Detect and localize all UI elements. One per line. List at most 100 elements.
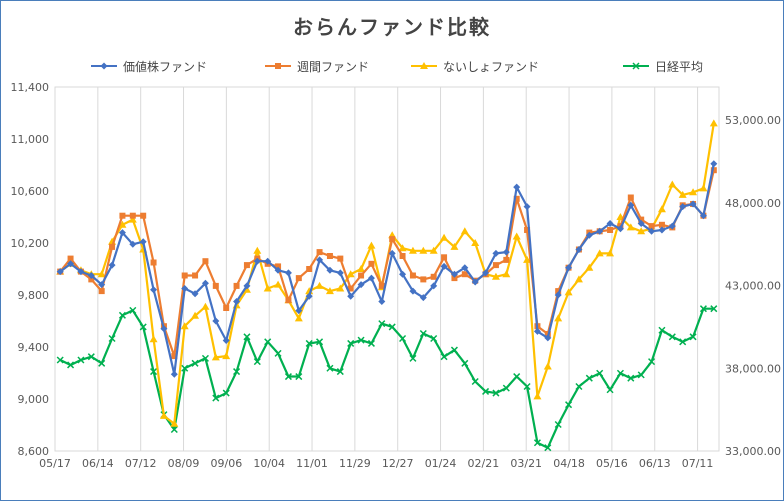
data-point [409, 354, 417, 362]
y-left-tick-label: 10,600 [11, 185, 50, 198]
data-point [388, 249, 396, 257]
data-point [658, 221, 665, 228]
data-point [513, 183, 521, 191]
data-point [67, 361, 75, 369]
data-point [689, 200, 697, 208]
data-point [430, 282, 438, 290]
data-point [306, 266, 313, 272]
data-point [264, 338, 272, 346]
y-left-tick-label: 9,800 [18, 289, 50, 302]
data-point [399, 253, 406, 259]
data-point [316, 256, 324, 264]
data-point [88, 276, 95, 283]
data-point [565, 264, 573, 272]
data-point [128, 215, 137, 223]
data-point [513, 373, 521, 381]
data-point [430, 273, 437, 280]
data-point [679, 203, 687, 211]
data-point [627, 194, 634, 201]
data-point [554, 314, 563, 322]
data-point [451, 275, 458, 282]
data-point [129, 240, 137, 248]
data-point [420, 276, 427, 283]
data-point [585, 374, 593, 382]
y-right-tick-label: 43,000.00 [725, 280, 781, 293]
data-point [67, 260, 75, 268]
data-point [253, 358, 261, 366]
data-point [118, 311, 126, 319]
data-point [710, 160, 718, 168]
data-point [408, 246, 417, 254]
data-point [222, 389, 230, 397]
data-point [554, 291, 562, 299]
data-point [502, 248, 510, 256]
data-point [181, 285, 189, 292]
data-point [191, 290, 199, 298]
x-tick-label: 07/12 [125, 457, 157, 470]
data-point [368, 260, 375, 267]
data-point [150, 368, 158, 376]
data-point [326, 266, 334, 274]
data-point [212, 317, 220, 325]
data-point [275, 263, 282, 270]
data-point [440, 353, 448, 361]
data-point [109, 243, 116, 250]
data-point [77, 356, 85, 364]
data-point [201, 354, 209, 362]
legend-label: 価値株ファンド [123, 59, 208, 74]
legend-item: 日経平均 [621, 56, 703, 76]
data-point [263, 284, 272, 292]
data-point [243, 262, 250, 269]
data-point [326, 253, 333, 259]
data-point [222, 337, 230, 344]
data-point [689, 333, 697, 341]
data-point [284, 373, 292, 381]
data-point [316, 249, 323, 256]
legend-label: 日経平均 [655, 59, 704, 74]
data-point [595, 249, 604, 257]
data-point [202, 258, 209, 265]
x-tick-label: 08/09 [168, 457, 200, 470]
legend: 価値株ファンド 週間ファンド ないしょファンド 日経平均 [1, 56, 783, 76]
data-point [461, 264, 469, 272]
data-point [336, 269, 344, 277]
data-point [596, 369, 604, 377]
data-point [295, 307, 303, 315]
data-point [160, 325, 168, 333]
x-tick-label: 01/24 [425, 457, 457, 470]
data-point [305, 339, 313, 347]
data-point [191, 311, 200, 319]
data-point [461, 359, 469, 367]
data-point [140, 212, 147, 219]
data-point [523, 382, 531, 391]
data-point [606, 249, 615, 257]
data-point [648, 223, 655, 230]
data-point [201, 279, 209, 287]
data-point [533, 327, 541, 335]
data-point [492, 262, 499, 269]
data-point [524, 227, 531, 233]
y-left-tick-label: 8,600 [18, 445, 50, 458]
data-point [699, 184, 708, 192]
legend-marker [632, 62, 640, 70]
data-point [274, 349, 282, 357]
data-point [87, 353, 95, 361]
data-point [648, 358, 656, 366]
data-point [295, 275, 302, 282]
data-point [98, 281, 106, 289]
series-line [59, 307, 714, 449]
chart-title: おらんファンド比較 [293, 15, 491, 39]
data-point [378, 282, 385, 289]
legend-item: ないしょファンド [409, 56, 539, 76]
x-tick-label: 02/21 [468, 457, 500, 470]
data-point [347, 339, 355, 347]
legend-swatch [411, 62, 437, 69]
data-point [585, 231, 593, 239]
data-point [607, 227, 614, 233]
data-point [543, 362, 552, 370]
data-point [274, 280, 283, 288]
data-point [679, 338, 687, 346]
data-point [347, 292, 355, 300]
data-point [201, 302, 210, 310]
data-point [367, 274, 375, 282]
